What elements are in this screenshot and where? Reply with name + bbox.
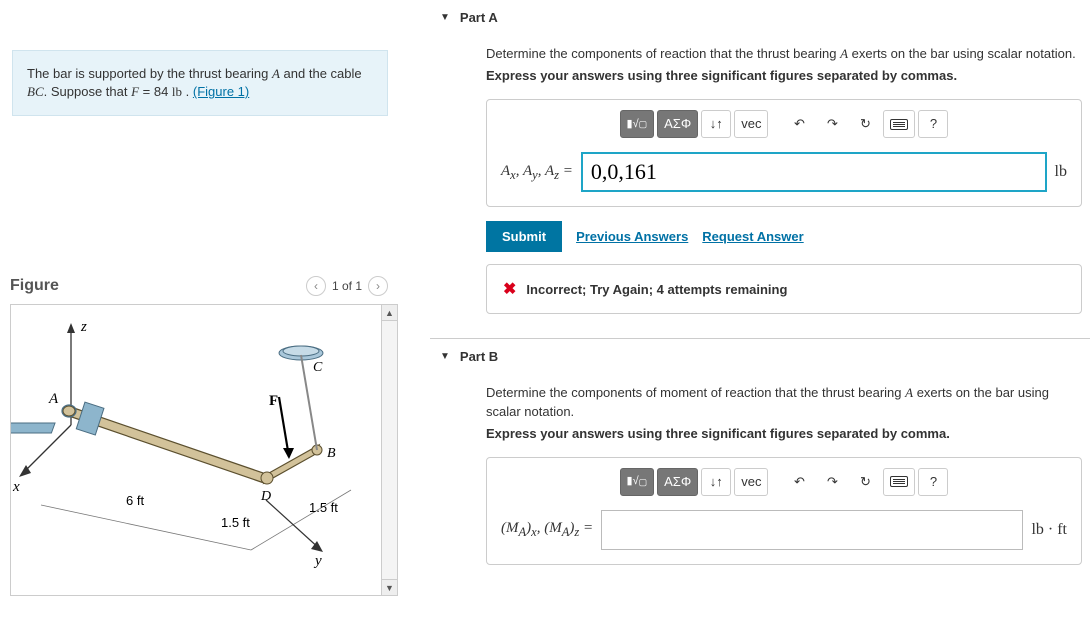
var-F: F [131, 84, 139, 99]
undo-button[interactable]: ↶ [784, 468, 814, 496]
figure-prev-button[interactable]: ‹ [306, 276, 326, 296]
figure-diagram: z x 6 ft 1.5 ft 1.5 ft y D B [11, 305, 381, 595]
problem-text: and the cable [280, 66, 362, 81]
part-a-submit-button[interactable]: Submit [486, 221, 562, 252]
part-a-instruction-1: Determine the components of reaction tha… [486, 45, 1082, 63]
var-BC: BC [27, 84, 44, 99]
problem-statement: The bar is supported by the thrust beari… [12, 50, 388, 116]
part-a-unit: lb [1055, 161, 1067, 183]
collapse-icon: ▼ [440, 12, 450, 23]
part-a-title: Part A [460, 10, 498, 25]
figure-pager: ‹ 1 of 1 › [306, 276, 388, 296]
figure-link[interactable]: (Figure 1) [193, 84, 249, 99]
part-b-answer-input[interactable] [601, 510, 1023, 550]
part-b-unit: lb · ft [1031, 519, 1067, 541]
help-button[interactable]: ? [918, 110, 948, 138]
bearing-A [11, 403, 104, 436]
feedback-text: Incorrect; Try Again; 4 attempts remaini… [526, 282, 787, 297]
axis-z: z [80, 319, 87, 335]
figure-panel: ▲ ▼ z x 6 ft 1.5 ft 1.5 ft y [10, 304, 398, 596]
vec-button[interactable]: vec [734, 110, 768, 138]
part-a-var-label: Ax, Ay, Az = [501, 161, 573, 185]
F-equals: = 84 [139, 84, 172, 99]
scroll-down-button[interactable]: ▼ [381, 579, 397, 595]
reset-button[interactable]: ↻ [850, 110, 880, 138]
figure-scrollbar[interactable] [381, 321, 397, 579]
axis-x: x [12, 479, 20, 495]
keyboard-icon [890, 119, 908, 130]
scroll-up-button[interactable]: ▲ [381, 305, 397, 321]
label-A: A [48, 391, 59, 407]
problem-text: . [182, 84, 193, 99]
part-a-answer-box: ▮√▢ ΑΣΦ ↓↑ vec ↶ ↷ ↻ ? Ax, Ay, Az = lb [486, 99, 1082, 207]
greek-button[interactable]: ΑΣΦ [657, 468, 698, 496]
part-b-instruction-1: Determine the components of moment of re… [486, 384, 1082, 420]
undo-button[interactable]: ↶ [784, 110, 814, 138]
part-a-instruction-2: Express your answers using three signifi… [486, 67, 1082, 85]
dim-6ft: 6 ft [126, 493, 144, 508]
templates-button[interactable]: ▮√▢ [620, 110, 655, 138]
incorrect-icon: ✖ [503, 279, 516, 299]
part-a-header[interactable]: ▼ Part A [430, 0, 1090, 45]
keyboard-button[interactable] [883, 110, 915, 138]
figure-page: 1 of 1 [332, 279, 362, 293]
part-b-header[interactable]: ▼ Part B [430, 339, 1090, 384]
part-a-answer-input[interactable] [581, 152, 1047, 192]
greek-button[interactable]: ΑΣΦ [657, 110, 698, 138]
F-unit: lb [172, 84, 182, 99]
label-F: F [269, 393, 278, 409]
request-answer-link[interactable]: Request Answer [702, 229, 803, 244]
dim-1.5ft-b: 1.5 ft [309, 500, 338, 515]
axis-y: y [313, 553, 322, 569]
figure-heading: Figure [10, 277, 59, 295]
vec-button[interactable]: vec [734, 468, 768, 496]
help-button[interactable]: ? [918, 468, 948, 496]
var-A: A [272, 66, 280, 81]
part-a-toolbar: ▮√▢ ΑΣΦ ↓↑ vec ↶ ↷ ↻ ? [501, 110, 1067, 138]
collapse-icon: ▼ [440, 351, 450, 362]
reset-button[interactable]: ↻ [850, 468, 880, 496]
redo-button[interactable]: ↷ [817, 468, 847, 496]
part-b-instruction-2: Express your answers using three signifi… [486, 425, 1082, 443]
templates-button[interactable]: ▮√▢ [620, 468, 655, 496]
figure-next-button[interactable]: › [368, 276, 388, 296]
part-b-toolbar: ▮√▢ ΑΣΦ ↓↑ vec ↶ ↷ ↻ ? [501, 468, 1067, 496]
part-b-var-label: (MA)x, (MA)z = [501, 518, 593, 542]
problem-text: The bar is supported by the thrust beari… [27, 66, 272, 81]
subsup-button[interactable]: ↓↑ [701, 110, 731, 138]
keyboard-button[interactable] [883, 468, 915, 496]
keyboard-icon [890, 476, 908, 487]
label-C: C [313, 360, 323, 375]
part-b-answer-box: ▮√▢ ΑΣΦ ↓↑ vec ↶ ↷ ↻ ? (MA)x, (MA)z = lb… [486, 457, 1082, 565]
label-D: D [260, 489, 271, 504]
subsup-button[interactable]: ↓↑ [701, 468, 731, 496]
label-B: B [327, 446, 336, 461]
previous-answers-link[interactable]: Previous Answers [576, 229, 688, 244]
problem-text: . Suppose that [44, 84, 131, 99]
part-b-title: Part B [460, 349, 498, 364]
part-a-feedback: ✖ Incorrect; Try Again; 4 attempts remai… [486, 264, 1082, 314]
redo-button[interactable]: ↷ [817, 110, 847, 138]
dim-1.5ft-a: 1.5 ft [221, 515, 250, 530]
